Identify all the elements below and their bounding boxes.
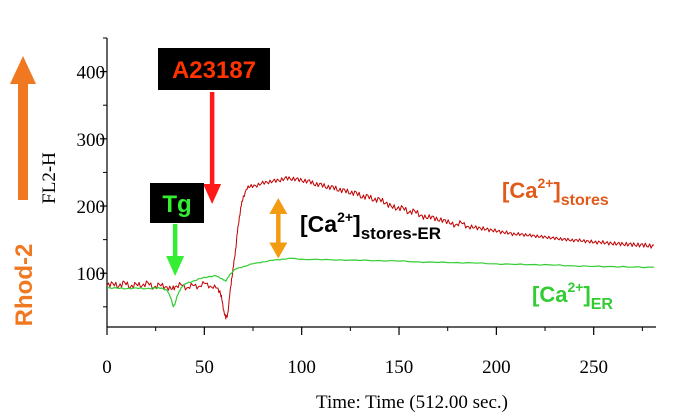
tg-label-box [150,183,204,223]
x-tick-label: 50 [195,357,214,378]
rhod2-indicator: Rhod-2 [10,56,38,326]
series-line-stores [106,176,655,320]
a23187-arrowhead [203,184,222,204]
x-axis-ticks: 0 50 100 150 200 250 [102,327,643,378]
y-axis-label: FL2-H [39,152,60,204]
a23187-annotation: A23187 [158,48,270,204]
tg-arrowhead [166,256,185,276]
x-tick-label: 250 [579,357,608,378]
stores-series-label: [Ca2+]stores [502,175,609,209]
x-tick-label: 200 [482,357,511,378]
x-tick-label: 100 [287,357,316,378]
rhod2-label: Rhod-2 [11,244,38,327]
y-tick-label: 200 [77,197,106,218]
er-series-label: [Ca2+]ER [532,279,613,313]
rhod2-arrow-shaft [18,82,28,200]
x-axis-label: Time: Time (512.00 sec.) [316,392,508,413]
difference-arrowhead-top [269,197,288,214]
series-line-er [106,257,655,308]
stores-er-label: [Ca2+]stores-ER [300,209,441,243]
x-tick-label: 150 [385,357,414,378]
y-tick-label: 400 [77,63,106,84]
a23187-label-box [158,48,270,90]
tg-label: Tg [162,191,191,218]
y-tick-label: 300 [77,130,106,151]
y-tick-label: 100 [77,264,106,285]
tg-annotation: Tg [150,183,204,276]
rhod2-arrow-head [10,56,36,84]
a23187-label: A23187 [172,57,256,84]
stores-er-difference-arrow [269,197,288,259]
difference-arrowhead-bottom [269,242,288,259]
y-axis-ticks: 100 200 300 400 [77,37,107,308]
x-tick-label: 0 [102,357,112,378]
